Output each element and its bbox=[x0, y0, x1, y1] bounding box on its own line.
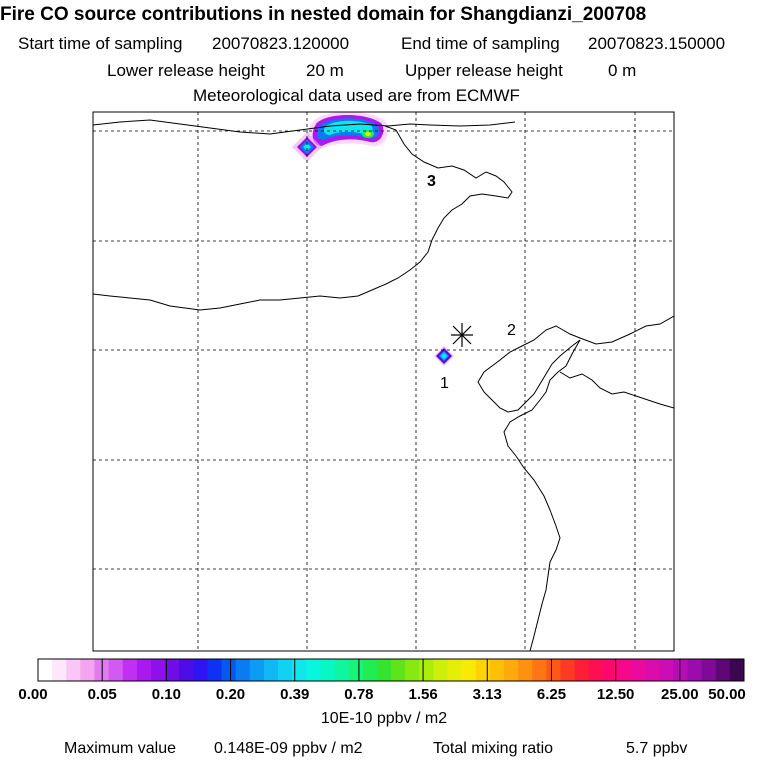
colorbar-cell bbox=[263, 659, 279, 681]
colorbar-cell bbox=[292, 659, 307, 681]
colorbar-cell bbox=[348, 659, 364, 681]
colorbar-cell bbox=[645, 659, 660, 681]
colorbar-cell bbox=[489, 659, 505, 681]
colorbar-cell bbox=[560, 659, 576, 681]
colorbar-cell bbox=[221, 659, 237, 681]
colorbar-cell bbox=[108, 659, 124, 681]
colorbar-cell bbox=[193, 659, 208, 681]
colorbar-cell bbox=[334, 659, 350, 681]
colorbar-cell bbox=[136, 659, 152, 681]
colorbar-cell bbox=[616, 659, 632, 681]
colorbar-cell bbox=[715, 659, 731, 681]
max-value-label: Maximum value bbox=[64, 740, 177, 757]
colorbar-cell bbox=[320, 659, 336, 681]
colorbar-cell bbox=[433, 659, 448, 681]
colorbar-cell bbox=[461, 659, 477, 681]
map-frame bbox=[92, 111, 675, 652]
colorbar-cell bbox=[405, 659, 420, 681]
colorbar-tick-label: 25.00 bbox=[661, 686, 699, 703]
source-1-blob bbox=[434, 346, 454, 366]
colorbar-tick-label: 0.20 bbox=[215, 686, 246, 703]
colorbar-cell bbox=[179, 659, 194, 681]
colorbar-tick-label: 12.50 bbox=[596, 686, 635, 703]
colorbar-tick-label: 3.13 bbox=[472, 686, 502, 703]
colorbar-cell bbox=[150, 659, 166, 681]
max-value: 0.148E-09 ppbv / m2 bbox=[214, 740, 363, 757]
colorbar-cell bbox=[38, 659, 53, 681]
colorbar-cell bbox=[249, 659, 265, 681]
colorbar-cell bbox=[362, 659, 378, 681]
colorbar-cell bbox=[475, 659, 491, 681]
total-mixing-label: Total mixing ratio bbox=[433, 740, 554, 757]
colorbar-cell bbox=[306, 659, 321, 681]
colorbar bbox=[37, 658, 745, 682]
receptor-asterisk-icon bbox=[451, 323, 473, 347]
colorbar-cell bbox=[122, 659, 138, 681]
colorbar-cell bbox=[602, 659, 618, 681]
colorbar-cell bbox=[588, 659, 604, 681]
colorbar-tick-label: 0.00 bbox=[18, 686, 48, 703]
start-time-value: 20070823.120000 bbox=[212, 34, 350, 53]
grid-lines bbox=[93, 112, 674, 651]
upper-height-value: 0 m bbox=[608, 61, 637, 80]
colorbar-cell bbox=[532, 659, 547, 681]
colorbar-cell bbox=[518, 659, 533, 681]
colorbar-cell bbox=[447, 659, 463, 681]
annotation-1: 1 bbox=[440, 375, 449, 392]
colorbar-cell bbox=[207, 659, 223, 681]
colorbar-cell bbox=[235, 659, 251, 681]
colorbar-tick-label: 6.25 bbox=[536, 686, 567, 703]
end-time-label: End time of sampling bbox=[401, 34, 560, 53]
end-time-value: 20070823.150000 bbox=[588, 34, 726, 53]
north-west-blob bbox=[292, 132, 322, 162]
colorbar-tick-label: 1.56 bbox=[408, 686, 438, 703]
colorbar-cell bbox=[687, 659, 703, 681]
colorbar-cell bbox=[52, 659, 67, 681]
colorbar-cell bbox=[574, 659, 590, 681]
colorbar-cell bbox=[546, 659, 561, 681]
colorbar-tick-label: 0.78 bbox=[344, 686, 374, 703]
colorbar-cell bbox=[729, 659, 745, 681]
colorbar-cell bbox=[419, 659, 434, 681]
colorbar-cell bbox=[631, 659, 646, 681]
colorbar-cell bbox=[278, 659, 293, 681]
lower-height-value: 20 m bbox=[306, 61, 344, 80]
colorbar-cell bbox=[659, 659, 674, 681]
colorbar-cell bbox=[503, 659, 519, 681]
unit-label: 10E-10 ppbv / m2 bbox=[320, 710, 448, 727]
colorbar-tick-label: 0.10 bbox=[151, 686, 181, 703]
total-mixing-value: 5.7 ppbv bbox=[626, 740, 688, 757]
upper-height-label: Upper release height bbox=[405, 61, 563, 80]
colorbar-cell bbox=[673, 659, 689, 681]
start-time-label: Start time of sampling bbox=[18, 34, 183, 53]
colorbar-cell bbox=[376, 659, 392, 681]
colorbar-cell bbox=[80, 659, 95, 681]
annotation-2: 2 bbox=[507, 322, 516, 339]
colorbar-cell bbox=[66, 659, 81, 681]
colorbar-cell bbox=[701, 659, 717, 681]
met-data-line: Meteorological data used are from ECMWF bbox=[193, 86, 520, 105]
colorbar-cell bbox=[165, 659, 180, 681]
colorbar-tick-label: 50.00 bbox=[708, 686, 746, 703]
colorbar-tick-label: 0.39 bbox=[280, 686, 310, 703]
colorbar-tick-label: 0.05 bbox=[87, 686, 117, 703]
chart-title: Fire CO source contributions in nested d… bbox=[0, 4, 647, 25]
coastlines bbox=[93, 119, 674, 651]
annotation-3: 3 bbox=[427, 173, 436, 190]
colorbar-frame bbox=[37, 658, 745, 682]
colorbar-cell bbox=[391, 659, 406, 681]
lower-height-label: Lower release height bbox=[107, 61, 265, 80]
